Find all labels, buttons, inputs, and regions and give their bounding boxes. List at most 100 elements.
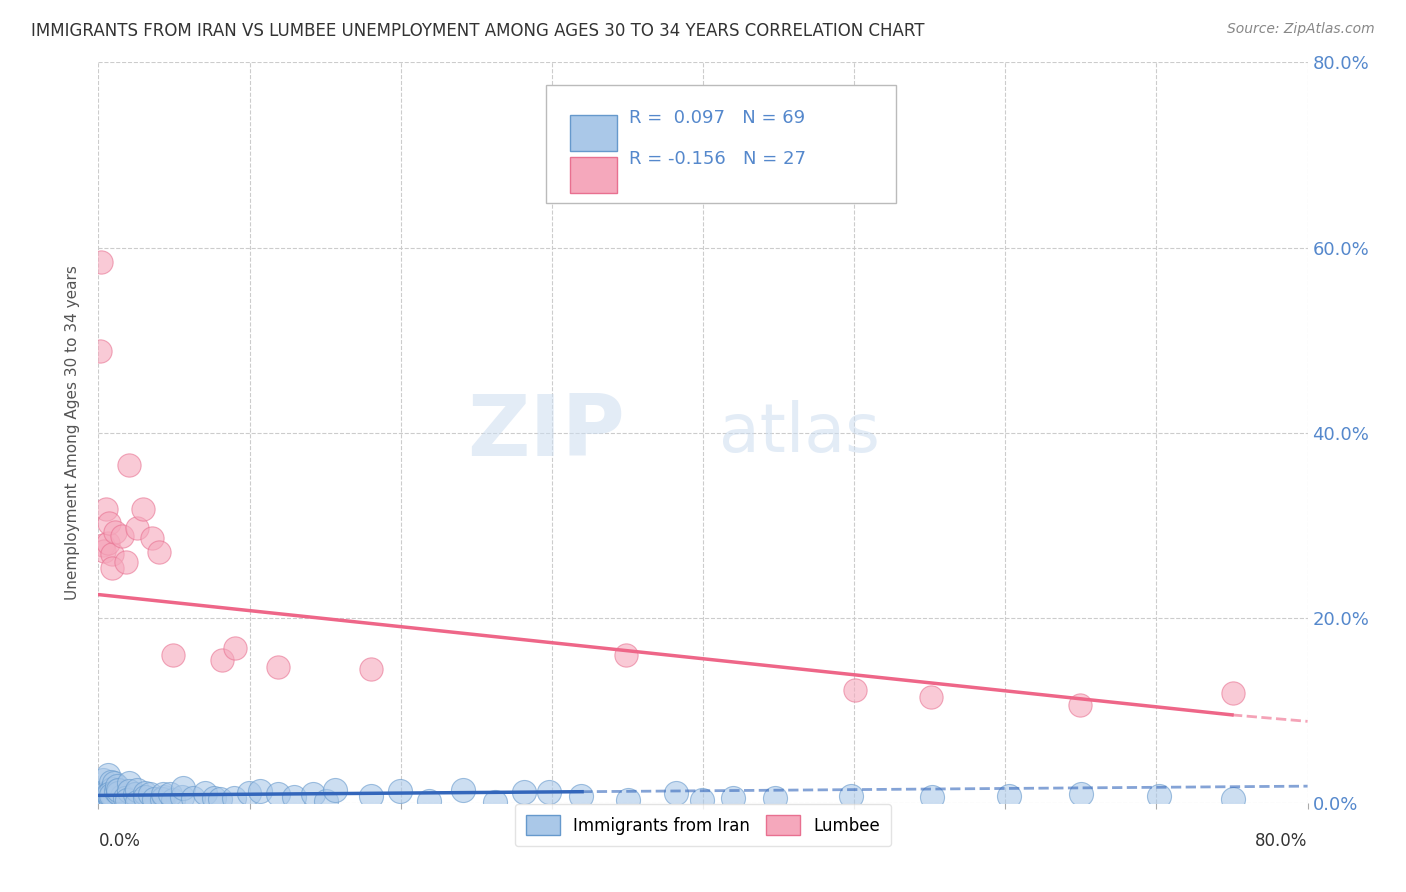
Point [162, 793, 184, 807]
FancyBboxPatch shape [569, 115, 617, 151]
Legend: Immigrants from Iran, Lumbee: Immigrants from Iran, Lumbee [515, 804, 891, 847]
Point [690, 792, 713, 806]
Point [115, 555, 138, 569]
Text: atlas: atlas [720, 400, 880, 466]
Point [388, 784, 411, 798]
Point [94, 794, 117, 808]
Point [267, 659, 290, 673]
Point [998, 789, 1021, 803]
Point [100, 561, 122, 575]
Text: R =  0.097   N = 69: R = 0.097 N = 69 [630, 109, 806, 127]
Point [143, 792, 166, 806]
Point [150, 792, 173, 806]
Point [125, 520, 148, 534]
Point [105, 779, 128, 793]
Point [159, 787, 181, 801]
Point [89, 793, 111, 807]
Point [614, 648, 637, 663]
Point [93, 787, 115, 801]
Point [134, 786, 156, 800]
Point [920, 690, 942, 704]
Point [1070, 787, 1092, 801]
Point [1222, 686, 1244, 700]
Point [125, 783, 148, 797]
Point [451, 782, 474, 797]
Point [127, 795, 149, 809]
Point [665, 786, 688, 800]
Point [839, 789, 862, 804]
Text: IMMIGRANTS FROM IRAN VS LUMBEE UNEMPLOYMENT AMONG AGES 30 TO 34 YEARS CORRELATIO: IMMIGRANTS FROM IRAN VS LUMBEE UNEMPLOYM… [31, 22, 924, 40]
Point [111, 529, 134, 543]
Point [418, 794, 440, 808]
FancyBboxPatch shape [546, 85, 897, 203]
Point [90, 255, 112, 269]
Point [153, 790, 176, 805]
Point [98, 516, 121, 531]
Point [100, 795, 122, 809]
Text: 80.0%: 80.0% [1256, 832, 1308, 850]
Point [202, 791, 225, 805]
Point [302, 787, 325, 801]
FancyBboxPatch shape [569, 157, 617, 193]
Point [118, 458, 141, 473]
Point [107, 783, 129, 797]
Point [91, 538, 114, 552]
Text: 0.0%: 0.0% [98, 832, 141, 850]
Point [89, 786, 111, 800]
Point [111, 789, 134, 803]
Point [117, 776, 139, 790]
Point [1222, 792, 1244, 806]
Point [513, 785, 536, 799]
Point [1149, 789, 1171, 803]
Point [617, 793, 640, 807]
Point [100, 547, 122, 561]
Point [315, 794, 337, 808]
Point [238, 786, 260, 800]
Point [538, 785, 561, 799]
Point [89, 343, 111, 358]
Point [139, 787, 162, 801]
Text: ZIP: ZIP [467, 391, 624, 475]
Point [101, 787, 124, 801]
Text: Source: ZipAtlas.com: Source: ZipAtlas.com [1227, 22, 1375, 37]
Point [100, 788, 122, 802]
Point [1069, 698, 1091, 713]
Point [97, 535, 120, 549]
Point [323, 783, 346, 797]
Point [96, 768, 118, 782]
Point [134, 790, 156, 805]
Point [107, 786, 129, 800]
Point [148, 544, 170, 558]
Point [249, 784, 271, 798]
Point [93, 772, 115, 787]
Point [98, 787, 121, 801]
Point [844, 683, 866, 698]
Point [194, 786, 217, 800]
Point [152, 788, 174, 802]
Point [172, 781, 194, 796]
Point [97, 788, 120, 802]
Point [266, 787, 288, 801]
Point [211, 652, 233, 666]
Point [921, 789, 943, 804]
Point [103, 776, 125, 790]
Point [93, 543, 115, 558]
Point [98, 791, 121, 805]
Point [721, 790, 744, 805]
Point [208, 792, 231, 806]
Point [117, 793, 139, 807]
Point [100, 775, 122, 789]
Point [360, 662, 382, 676]
Point [124, 788, 146, 802]
Point [103, 524, 125, 539]
Point [105, 784, 128, 798]
Point [360, 789, 382, 803]
Point [484, 795, 506, 809]
Text: R = -0.156   N = 27: R = -0.156 N = 27 [630, 150, 806, 168]
Point [114, 791, 136, 805]
Point [96, 502, 118, 516]
Point [283, 790, 305, 805]
Point [224, 640, 246, 655]
Point [162, 648, 184, 663]
Point [181, 790, 204, 805]
